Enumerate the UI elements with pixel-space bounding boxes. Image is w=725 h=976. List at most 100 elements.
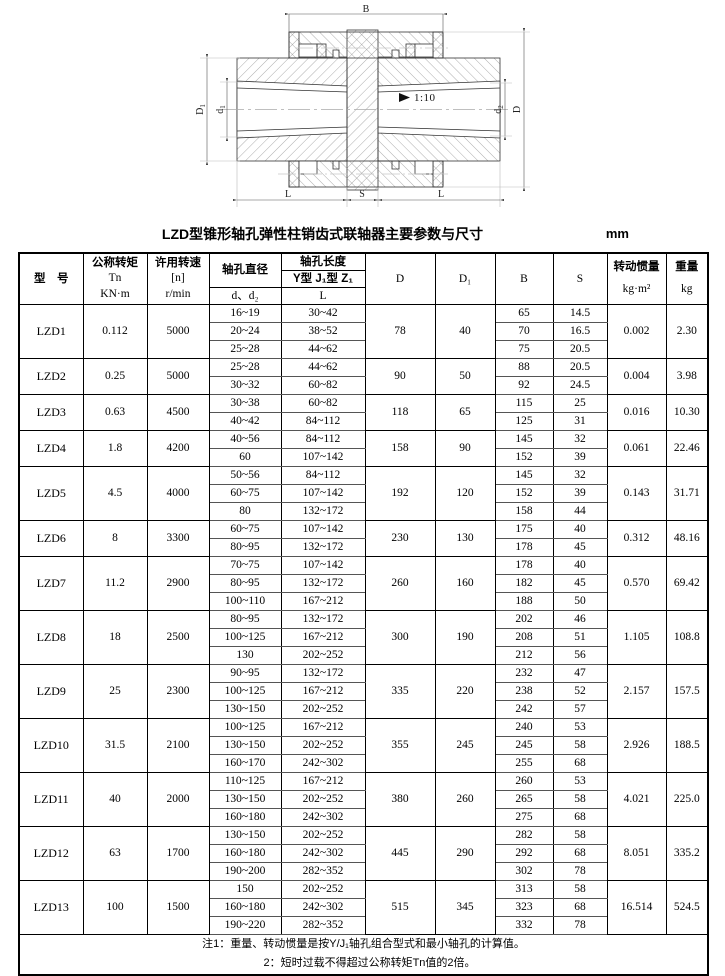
table-row: LZD11 40 2000 110~125 167~212 380 260 260 53 4.02…: [18, 772, 709, 827]
cell-B: 188: [494, 592, 554, 611]
table-row: LZD12 63 1700 130~150 202~252 445 290 282 58 8.05…: [18, 826, 709, 881]
cell-S: 46: [552, 610, 608, 629]
cell-weight: 157.5: [665, 664, 709, 719]
cell-B: 182: [494, 574, 554, 593]
cell-S: 47: [552, 664, 608, 683]
cell-speed: 2900: [146, 556, 210, 611]
svg-text:D1: D1: [195, 104, 207, 115]
cell-bore-diameter: 160~180: [208, 808, 282, 827]
cell-bore-diameter: 80~95: [208, 538, 282, 557]
cell-bore-length: 282~352: [280, 916, 366, 935]
cell-torque: 0.112: [82, 304, 148, 359]
cell-bore-diameter: 20~24: [208, 322, 282, 341]
cell-speed: 5000: [146, 358, 210, 395]
header-D: D: [364, 252, 436, 305]
cell-S: 39: [552, 448, 608, 467]
cell-S: 14.5: [552, 304, 608, 323]
cell-bore-diameter: 100~125: [208, 628, 282, 647]
cell-bore-diameter: 160~170: [208, 754, 282, 773]
table-row: 100~125 167~212 238 52: [19, 682, 708, 701]
cell-torque: 63: [82, 826, 148, 881]
cell-inertia: 0.570: [606, 556, 667, 611]
cell-inertia: 2.157: [606, 664, 667, 719]
cell-S: 32: [552, 430, 608, 449]
cell-inertia: 1.105: [606, 610, 667, 665]
cell-B: 245: [494, 736, 554, 755]
cell-S: 24.5: [552, 376, 608, 395]
cell-B: 152: [494, 448, 554, 467]
cell-S: 51: [552, 628, 608, 647]
cell-torque: 4.5: [82, 466, 148, 521]
cell-S: 31: [552, 412, 608, 431]
cell-S: 68: [552, 844, 608, 863]
cell-bore-length: 202~252: [280, 790, 366, 809]
cell-B: 242: [494, 700, 554, 719]
cell-speed: 1700: [146, 826, 210, 881]
cell-D1: 220: [434, 664, 496, 719]
cell-D1: 290: [434, 826, 496, 881]
cell-bore-length: 242~302: [280, 898, 366, 917]
cell-S: 40: [552, 556, 608, 575]
cell-model: LZD2: [18, 358, 84, 395]
taper-arrow-icon: [399, 93, 410, 102]
cell-B: 75: [494, 340, 554, 359]
table-row: LZD8 18 2500 80~95 132~172 300 190 202 46 1.105 10…: [18, 610, 709, 665]
cell-bore-length: 38~52: [280, 322, 366, 341]
table-header: 型 号 公称转矩 Tn KN·m 许用转速 [n] r/min: [18, 252, 709, 305]
cell-S: 68: [552, 754, 608, 773]
cell-bore-length: 30~42: [280, 304, 366, 323]
cell-B: 265: [494, 790, 554, 809]
cell-speed: 4000: [146, 466, 210, 521]
cell-S: 78: [552, 916, 608, 935]
cell-D1: 40: [434, 304, 496, 359]
cell-S: 68: [552, 808, 608, 827]
header-torque: 公称转矩 Tn KN·m: [82, 252, 148, 305]
table-row: 130 202~252 212 56: [19, 646, 708, 665]
cell-bore-diameter: 160~180: [208, 898, 282, 917]
cell-bore-length: 132~172: [280, 664, 366, 683]
cell-B: 88: [494, 358, 554, 377]
cell-B: 115: [494, 394, 554, 413]
cell-D1: 50: [434, 358, 496, 395]
cell-B: 158: [494, 502, 554, 521]
dim-label-D1-left: D1: [195, 104, 207, 115]
cell-torque: 40: [82, 772, 148, 827]
cell-D1: 190: [434, 610, 496, 665]
cell-inertia: 0.002: [606, 304, 667, 359]
cell-S: 78: [552, 862, 608, 881]
cell-bore-length: 167~212: [280, 772, 366, 791]
header-B: B: [494, 252, 554, 305]
cell-S: 53: [552, 718, 608, 737]
cell-weight: 108.8: [665, 610, 709, 665]
cell-S: 25: [552, 394, 608, 413]
cell-bore-length: 202~252: [280, 646, 366, 665]
cell-D: 335: [364, 664, 436, 719]
cell-bore-length: 242~302: [280, 808, 366, 827]
cell-bore-diameter: 80: [208, 502, 282, 521]
cell-D: 300: [364, 610, 436, 665]
cell-model: LZD10: [18, 718, 84, 773]
cell-inertia: 4.021: [606, 772, 667, 827]
cell-B: 70: [494, 322, 554, 341]
cell-bore-length: 107~142: [280, 556, 366, 575]
table-row: LZD1 0.112 5000 16~19 30~42 78 40 65 14.5 0.002 2.…: [18, 304, 709, 359]
cell-bore-length: 107~142: [280, 448, 366, 467]
note-2: 2：短时过载不得超过公称转矩Tn值的2倍。: [263, 957, 476, 970]
cell-bore-length: 44~62: [280, 340, 366, 359]
cell-S: 40: [552, 520, 608, 539]
cell-torque: 18: [82, 610, 148, 665]
cell-S: 44: [552, 502, 608, 521]
cell-D: 445: [364, 826, 436, 881]
cell-inertia: 0.061: [606, 430, 667, 467]
coupling-section-drawing: B D1 d1 d2 D L S L 1:10: [195, 4, 530, 207]
spec-table-container: 型 号 公称转矩 Tn KN·m 许用转速 [n] r/min: [18, 252, 709, 976]
cell-bore-diameter: 16~19: [208, 304, 282, 323]
cell-bore-diameter: 40~42: [208, 412, 282, 431]
cell-S: 52: [552, 682, 608, 701]
header-inertia: 转动惯量 kg·m²: [606, 252, 667, 305]
cell-inertia: 8.051: [606, 826, 667, 881]
cell-inertia: 0.312: [606, 520, 667, 557]
cell-bore-diameter: 25~28: [208, 340, 282, 359]
cell-D1: 120: [434, 466, 496, 521]
cell-B: 92: [494, 376, 554, 395]
